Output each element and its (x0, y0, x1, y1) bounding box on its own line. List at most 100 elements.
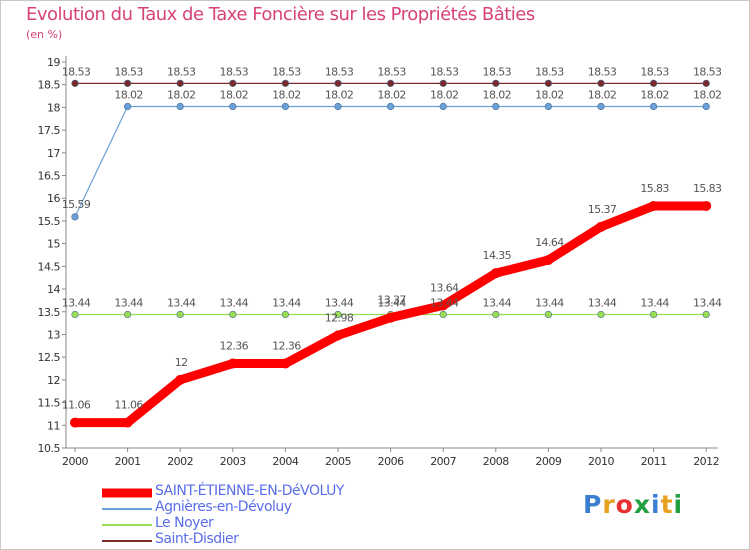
data-point (227, 358, 238, 369)
x-tick-label: 2004 (272, 455, 298, 468)
data-label: 18.02 (535, 89, 564, 102)
data-label: 18.53 (114, 65, 143, 78)
data-label: 18.53 (167, 65, 196, 78)
data-point (597, 310, 605, 319)
data-point (334, 310, 342, 319)
y-tick-label: 12 (47, 374, 60, 387)
data-label: 15.83 (693, 182, 722, 195)
data-label: 13.37 (377, 294, 406, 307)
data-point (229, 102, 237, 111)
data-label: 13.44 (377, 296, 406, 309)
legend-label: Agnières-en-Dévoluy (155, 499, 292, 515)
x-tick-label: 2002 (167, 455, 193, 468)
data-label: 13.44 (114, 296, 143, 309)
data-point (70, 417, 80, 428)
data-point (281, 310, 290, 319)
data-point (648, 200, 659, 211)
data-point (280, 358, 291, 369)
y-tick-label: 17 (47, 147, 60, 160)
data-point (123, 102, 132, 111)
data-point (439, 102, 447, 111)
x-tick-label: 2001 (115, 455, 141, 468)
data-point (438, 300, 449, 311)
data-label: 18.53 (377, 65, 406, 78)
data-label: 14.64 (535, 236, 564, 249)
legend-label: SAINT-ÉTIENNE-EN-DéVOLUY (155, 483, 344, 499)
data-point (387, 102, 395, 111)
data-point (123, 79, 132, 87)
data-label: 12.36 (272, 340, 301, 353)
data-point (175, 374, 186, 385)
data-label: 18.02 (272, 89, 301, 102)
legend-swatch (102, 508, 152, 510)
data-label: 18.02 (167, 89, 196, 102)
data-point (281, 102, 290, 111)
data-label: 18.02 (588, 89, 617, 102)
data-label: 13.44 (640, 296, 669, 309)
legend-label: Saint-Disdier (155, 531, 239, 547)
data-label: 12.36 (220, 340, 249, 353)
data-label: 18.53 (535, 65, 564, 78)
y-tick-label: 18 (47, 101, 60, 114)
series-line (74, 105, 707, 218)
data-point (543, 254, 554, 265)
data-label: 18.53 (588, 65, 617, 78)
x-tick-label: 2007 (430, 455, 456, 468)
data-point (702, 79, 710, 87)
data-label: 13.44 (272, 296, 301, 309)
y-tick-label: 10.5 (38, 442, 61, 455)
data-point (176, 79, 184, 87)
proxiti-logo: Proxiti (583, 490, 684, 519)
data-point (334, 102, 342, 111)
data-label: 18.02 (220, 89, 249, 102)
data-point (333, 330, 343, 341)
data-point (597, 102, 605, 111)
data-label: 14.35 (483, 249, 512, 262)
y-tick-label: 16 (47, 192, 60, 205)
data-point (596, 221, 606, 232)
y-tick-label: 11 (47, 419, 60, 432)
x-tick-label: 2012 (693, 455, 719, 468)
y-tick-label: 16.5 (38, 170, 61, 183)
data-label: 18.53 (640, 65, 669, 78)
data-point (544, 79, 553, 87)
data-label: 13.44 (220, 296, 249, 309)
x-tick-label: 2010 (588, 455, 614, 468)
y-tick-label: 14.5 (38, 260, 61, 273)
data-point (176, 102, 184, 111)
data-label: 18.53 (693, 65, 722, 78)
data-label: 13.44 (325, 296, 354, 309)
x-tick-label: 2011 (641, 455, 667, 468)
data-point (123, 310, 132, 319)
data-label: 18.53 (483, 65, 512, 78)
data-label: 18.02 (377, 89, 406, 102)
data-point (492, 79, 500, 87)
data-point (385, 312, 396, 323)
data-point (649, 79, 658, 87)
data-point (71, 79, 79, 87)
data-label: 12.98 (325, 311, 354, 324)
data-point (649, 102, 658, 111)
data-point (702, 102, 710, 111)
y-tick-label: 15.5 (38, 215, 61, 228)
legend-label: Le Noyer (155, 515, 214, 531)
y-tick-label: 15 (47, 238, 60, 251)
data-point (492, 310, 500, 319)
data-label: 13.44 (430, 296, 459, 309)
y-tick-label: 12.5 (38, 351, 61, 364)
data-label: 18.02 (640, 89, 669, 102)
data-point (597, 79, 605, 87)
data-label: 18.53 (272, 65, 301, 78)
data-point (176, 310, 184, 319)
x-tick-label: 2006 (378, 455, 404, 468)
y-tick-label: 13 (47, 328, 60, 341)
unit-label: (en %) (26, 28, 63, 41)
data-point (229, 310, 237, 319)
data-label: 15.83 (640, 182, 669, 195)
legend-swatch (102, 524, 152, 526)
data-point (544, 310, 553, 319)
data-point (71, 213, 79, 221)
data-label: 11.06 (114, 399, 143, 412)
data-point (701, 200, 712, 211)
